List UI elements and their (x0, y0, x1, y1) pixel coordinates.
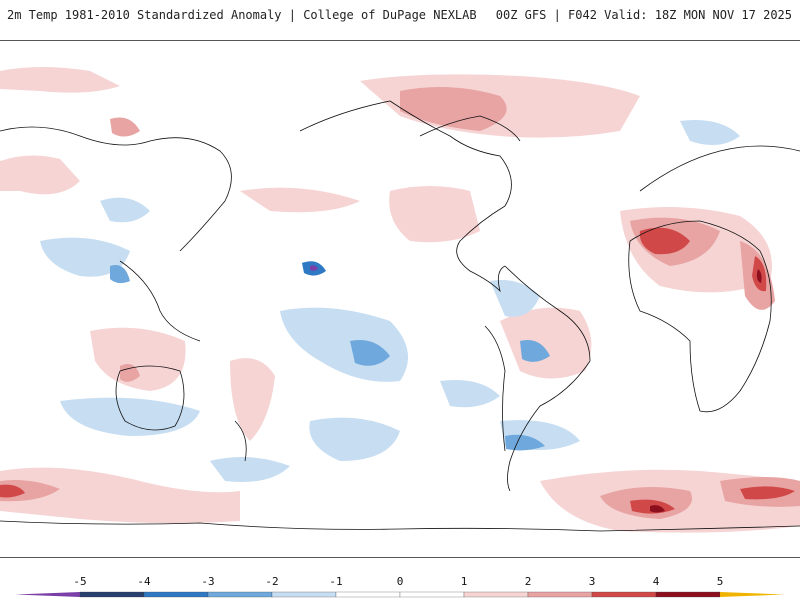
colorbar-tick-label: -1 (329, 575, 343, 588)
colorbar-arrow-low (15, 592, 80, 597)
colorbar-tick-label: -5 (73, 575, 87, 588)
colorbar-tick-label: 3 (588, 575, 596, 588)
colorbar-tick-label: 5 (716, 575, 724, 588)
model-run-info: 00Z GFS | F042 Valid: 18Z MON NOV 17 202… (495, 8, 792, 22)
map-canvas (0, 41, 800, 557)
anomaly-moderate-cool-areas (110, 265, 550, 451)
colorbar-tick-label: 1 (460, 575, 468, 588)
colorbar-segment (463, 591, 529, 598)
anomaly-extreme-warm-areas (650, 269, 762, 513)
colorbar-tick-label: 0 (396, 575, 404, 588)
colorbar-segment (399, 591, 465, 598)
header-bar: 2m Temp 1981-2010 Standardized Anomaly |… (0, 0, 800, 40)
anomaly-extreme-cool-areas (310, 265, 318, 271)
colorbar-tick-label: -4 (137, 575, 151, 588)
anomaly-map[interactable] (0, 40, 800, 558)
colorbar-tick-label: -2 (265, 575, 279, 588)
colorbar-segment (591, 591, 657, 598)
colorbar-arrow-high (720, 592, 785, 597)
colorbar-segment (335, 591, 401, 598)
map-title: 2m Temp 1981-2010 Standardized Anomaly |… (7, 8, 477, 22)
colorbar-tick-label: -3 (201, 575, 215, 588)
colorbar-legend: -5 -4 -3 -2 -1 0 1 2 3 4 5 (0, 566, 800, 600)
colorbar-segment (79, 591, 145, 598)
colorbar-segment (655, 591, 721, 598)
colorbar-tick-label: 4 (652, 575, 660, 588)
colorbar-segment (207, 591, 273, 598)
colorbar-segment (527, 591, 593, 598)
colorbar-scale (15, 591, 785, 598)
colorbar-segment (143, 591, 209, 598)
anomaly-light-warm-areas (0, 67, 800, 533)
colorbar-tick-label: 2 (524, 575, 532, 588)
coastline-outlines (0, 100, 800, 532)
colorbar-segment (271, 591, 337, 598)
